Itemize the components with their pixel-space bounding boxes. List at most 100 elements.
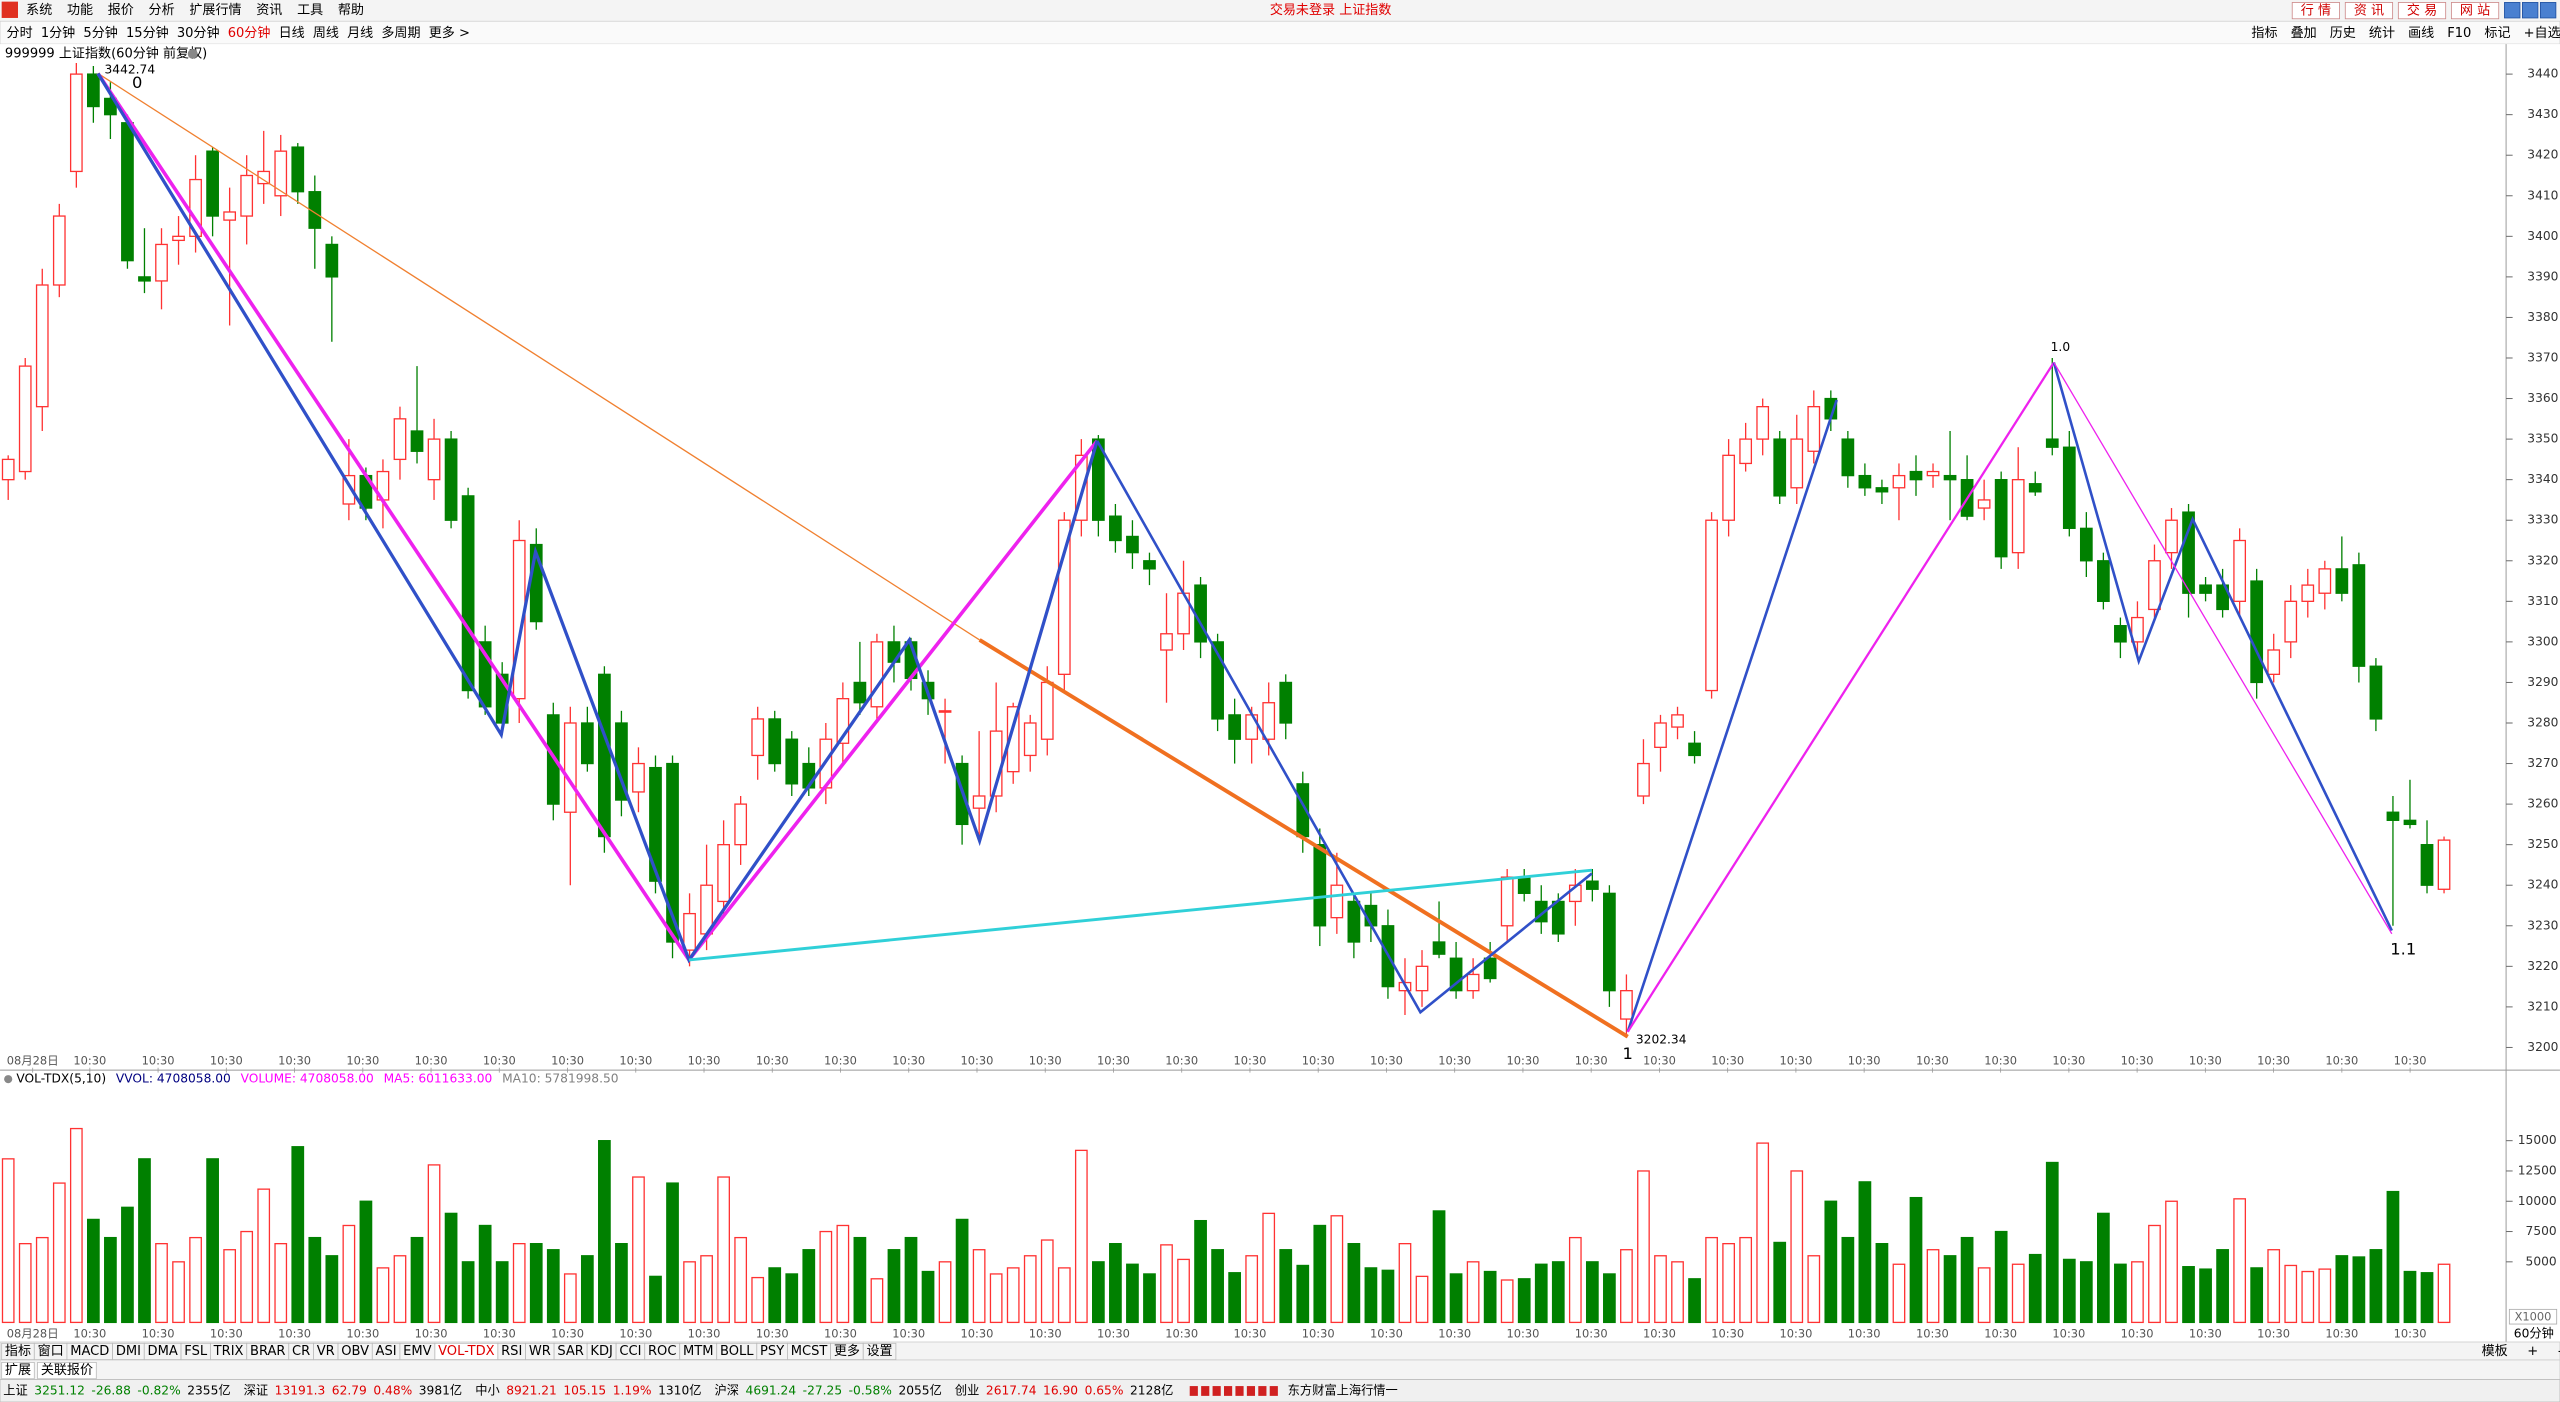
tool-button[interactable]: 标记 <box>2484 26 2510 41</box>
status-name: 沪深 <box>715 1383 739 1397</box>
tool-button[interactable]: 指标 <box>2251 26 2277 41</box>
tool-button[interactable]: 历史 <box>2330 26 2356 41</box>
menu-item[interactable]: 功能 <box>67 3 93 18</box>
indicator-tab[interactable]: 窗口 <box>38 1343 64 1359</box>
x-tick-label: 10:30 <box>688 1054 721 1068</box>
indicator-tab[interactable]: KDJ <box>590 1344 612 1359</box>
volume-bar <box>2386 1190 2400 1324</box>
indicator-tab[interactable]: DMA <box>148 1344 178 1359</box>
menu-item[interactable]: 报价 <box>108 3 134 18</box>
top-button-label[interactable]: 资 讯 <box>2354 4 2384 19</box>
indicator-tab[interactable]: FSL <box>184 1344 208 1359</box>
status-feed: 东方财富上海行情一 <box>1288 1382 1398 1397</box>
tool-button[interactable]: +自选 <box>2524 26 2560 41</box>
volume-bar <box>1092 1261 1105 1324</box>
indicator-tab[interactable]: PSY <box>760 1344 784 1359</box>
tool-button[interactable]: 画线 <box>2408 26 2434 41</box>
annotation: 3202.34 <box>1636 1032 1687 1046</box>
period-tab[interactable]: 分时 <box>7 26 33 41</box>
period-label: 60分钟 <box>2514 1325 2554 1340</box>
indicator-tab[interactable]: 更多 <box>834 1343 860 1359</box>
candle-body <box>1926 470 1940 477</box>
period-tab[interactable]: 1分钟 <box>41 25 75 41</box>
candle-body <box>2284 600 2298 643</box>
indicator-tab[interactable]: BOLL <box>720 1344 754 1359</box>
indicator-tab[interactable]: DMI <box>116 1344 141 1359</box>
indicator-tab[interactable]: MTM <box>683 1344 713 1359</box>
volume-bar <box>2250 1267 2264 1324</box>
tool-button[interactable]: F10 <box>2447 26 2471 41</box>
candle-body <box>444 438 458 521</box>
tool-button[interactable]: 叠加 <box>2291 26 2317 41</box>
period-tab[interactable]: 日线 <box>279 26 305 41</box>
template-button[interactable]: + <box>2527 1344 2538 1359</box>
extra-tab[interactable]: 扩展 <box>5 1363 31 1378</box>
menu-item[interactable]: 工具 <box>297 3 323 18</box>
menu-item[interactable]: 分析 <box>149 3 175 18</box>
volume-bar <box>1228 1272 1242 1324</box>
candle-body <box>1126 535 1139 554</box>
volume-bar <box>2199 1268 2212 1324</box>
candle-body <box>1875 487 1889 493</box>
tool-button[interactable]: 统计 <box>2369 26 2395 41</box>
candle-body <box>308 191 322 229</box>
period-tab[interactable]: 5分钟 <box>83 25 117 41</box>
top-button-label[interactable]: 交 易 <box>2407 3 2437 19</box>
indicator-tab[interactable]: EMV <box>403 1344 432 1359</box>
indicator-tab[interactable]: WR <box>529 1344 551 1359</box>
indicator-tab[interactable]: VOL-TDX <box>438 1344 495 1359</box>
candle-body <box>1722 454 1735 521</box>
status-change: 105.15 <box>563 1383 606 1397</box>
indicator-tab[interactable]: MCST <box>791 1344 828 1359</box>
indicator-tab[interactable]: 指标 <box>5 1344 31 1359</box>
volume-bar <box>2011 1263 2025 1324</box>
period-tab[interactable]: 更多 > <box>429 25 470 41</box>
indicator-tab[interactable]: BRAR <box>250 1344 285 1359</box>
candle-body <box>1347 900 1361 943</box>
extra-tab[interactable]: 关联报价 <box>41 1363 93 1378</box>
indicator-tab[interactable]: ASI <box>376 1344 397 1359</box>
indicator-tab[interactable]: SAR <box>557 1344 584 1359</box>
menu-item[interactable]: 扩展行情 <box>189 3 241 18</box>
x-tick-label: 10:30 <box>1029 1054 1062 1068</box>
period-tab[interactable]: 周线 <box>313 26 339 41</box>
indicator-tab[interactable]: VR <box>317 1344 335 1359</box>
volume-bar <box>1909 1196 1923 1324</box>
menu-item[interactable]: 帮助 <box>338 3 364 18</box>
top-button-label[interactable]: 行 情 <box>2301 4 2331 19</box>
menu-item[interactable]: 系统 <box>26 3 52 18</box>
signal-bar <box>1269 1386 1278 1396</box>
period-tab[interactable]: 15分钟 <box>126 25 169 41</box>
candle-body <box>393 418 407 461</box>
volume-bar <box>1040 1239 1054 1324</box>
indicator-tab[interactable]: 设置 <box>867 1344 893 1359</box>
menu-item[interactable]: 资讯 <box>256 3 282 18</box>
indicator-tab[interactable]: ROC <box>648 1344 676 1359</box>
indicator-tab[interactable]: CCI <box>619 1344 641 1359</box>
top-button-label[interactable]: 网 站 <box>2460 4 2490 19</box>
indicator-tab[interactable]: MACD <box>70 1344 109 1359</box>
period-tab[interactable]: 月线 <box>347 26 373 41</box>
indicator-tab[interactable]: TRIX <box>213 1344 244 1359</box>
period-tab[interactable]: 30分钟 <box>177 25 220 41</box>
volume-tick-label: 12500 <box>2518 1163 2557 1177</box>
volume-bar <box>172 1261 185 1324</box>
indicator-tab[interactable]: RSI <box>501 1344 522 1359</box>
volume-bar <box>2114 1263 2127 1324</box>
indicator-tab[interactable]: CR <box>292 1344 310 1359</box>
period-tab[interactable]: 多周期 <box>381 25 420 41</box>
candle-body <box>87 73 100 108</box>
indicator-tab[interactable]: OBV <box>341 1344 369 1359</box>
x-tick-label-volume: 10:30 <box>1506 1326 1539 1340</box>
volume-bar <box>734 1236 748 1324</box>
volume-bar <box>1637 1170 1650 1324</box>
candle-body <box>1620 990 1633 1020</box>
y-tick-label: 3370 <box>2527 350 2558 364</box>
template-button[interactable]: - <box>2558 1344 2560 1359</box>
x-tick-label-volume: 10:30 <box>961 1326 994 1340</box>
y-tick-label: 3410 <box>2527 188 2558 202</box>
candle-body <box>751 718 765 757</box>
period-tab[interactable]: 60分钟 <box>228 25 271 41</box>
template-button[interactable]: 模板 <box>2482 1344 2508 1359</box>
x-tick-label-volume: 10:30 <box>1779 1326 1812 1340</box>
